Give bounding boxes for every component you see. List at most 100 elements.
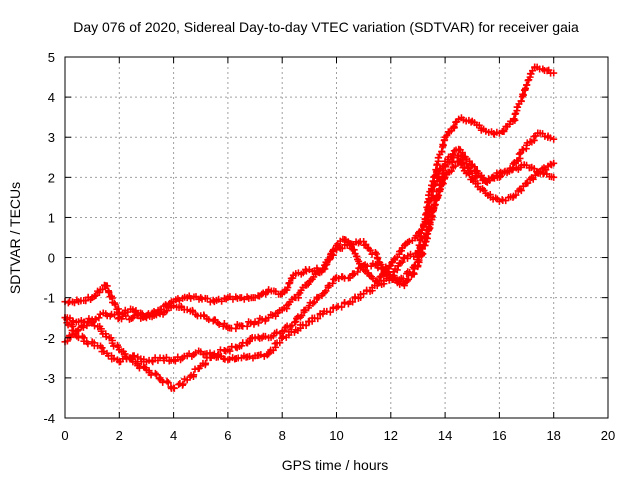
data-point xyxy=(439,180,447,188)
data-point xyxy=(550,159,558,167)
data-point xyxy=(405,275,413,283)
data-point xyxy=(500,127,508,135)
data-point xyxy=(495,169,503,177)
data-point xyxy=(164,379,172,387)
y-tick-label: 4 xyxy=(48,90,55,105)
data-point xyxy=(187,294,195,302)
series-track-4 xyxy=(61,157,558,366)
data-point xyxy=(433,193,441,201)
data-point xyxy=(84,340,92,348)
data-point xyxy=(529,175,537,183)
y-tick-label: -1 xyxy=(43,291,55,306)
data-point xyxy=(325,256,333,264)
data-point xyxy=(519,91,527,99)
data-point xyxy=(514,103,522,111)
data-point xyxy=(451,162,459,170)
data-point xyxy=(190,371,198,379)
x-axis-label: GPS time / hours xyxy=(282,457,389,473)
data-point xyxy=(465,170,473,178)
x-tick-label: 6 xyxy=(224,428,231,443)
data-point xyxy=(162,353,170,361)
data-point xyxy=(153,371,161,379)
data-point xyxy=(396,280,404,288)
data-point xyxy=(284,284,292,292)
data-point xyxy=(110,354,118,362)
data-point xyxy=(374,255,382,263)
data-point xyxy=(428,212,436,220)
data-point xyxy=(430,181,438,189)
data-point xyxy=(99,285,107,293)
data-point xyxy=(232,325,240,333)
data-point xyxy=(426,218,434,226)
data-point xyxy=(398,258,406,266)
x-tick-label: 0 xyxy=(61,428,68,443)
data-point xyxy=(450,122,458,130)
data-point xyxy=(510,115,518,123)
y-tick-label: 3 xyxy=(48,130,55,145)
data-point xyxy=(78,332,86,340)
data-point xyxy=(435,154,443,162)
data-point xyxy=(251,318,259,326)
data-point xyxy=(515,150,523,158)
data-point xyxy=(133,311,141,319)
chart-title: Day 076 of 2020, Sidereal Day-to-day VTE… xyxy=(73,19,579,35)
data-point xyxy=(550,173,558,181)
data-point xyxy=(449,150,457,158)
data-point xyxy=(485,175,493,183)
x-tick-label: 14 xyxy=(438,428,452,443)
x-tick-label: 12 xyxy=(384,428,398,443)
y-tick-label: 1 xyxy=(48,210,55,225)
data-point xyxy=(550,135,558,143)
y-tick-label: -3 xyxy=(43,371,55,386)
data-point xyxy=(155,309,163,317)
x-tick-label: 16 xyxy=(492,428,506,443)
y-tick-label: 0 xyxy=(48,251,55,266)
y-tick-label: -4 xyxy=(43,411,55,426)
data-point xyxy=(428,186,436,194)
data-point xyxy=(286,279,294,287)
data-point xyxy=(309,299,317,307)
data-point xyxy=(103,282,111,290)
data-point xyxy=(151,369,159,377)
data-point xyxy=(523,81,531,89)
data-point xyxy=(447,167,455,175)
data-point xyxy=(440,167,448,175)
data-point xyxy=(438,148,446,156)
x-tick-label: 18 xyxy=(546,428,560,443)
x-tick-label: 4 xyxy=(170,428,177,443)
data-point xyxy=(377,265,385,273)
data-point xyxy=(424,226,432,234)
data-point xyxy=(456,157,464,165)
data-point xyxy=(439,141,447,149)
data-point xyxy=(425,220,433,228)
data-point xyxy=(512,191,520,199)
data-point xyxy=(350,246,358,254)
y-axis-label: SDTVAR / TECUs xyxy=(7,182,23,294)
data-point xyxy=(243,322,251,330)
data-point xyxy=(329,279,337,287)
data-point xyxy=(302,321,310,329)
data-point xyxy=(95,314,103,322)
data-point xyxy=(64,299,72,307)
data-point xyxy=(517,187,525,195)
data-point xyxy=(400,282,408,290)
data-point xyxy=(473,172,481,180)
data-point xyxy=(110,342,118,350)
data-point xyxy=(122,312,130,320)
data-point xyxy=(542,166,550,174)
data-point xyxy=(366,246,374,254)
y-tick-label: 2 xyxy=(48,170,55,185)
data-point xyxy=(132,307,140,315)
data-point xyxy=(546,134,554,142)
x-tick-label: 10 xyxy=(329,428,343,443)
data-point xyxy=(450,154,458,162)
data-point xyxy=(105,288,113,296)
data-point xyxy=(111,301,119,309)
series-track-3 xyxy=(61,151,558,392)
data-point xyxy=(349,298,357,306)
data-point xyxy=(435,187,443,195)
data-point xyxy=(338,303,346,311)
